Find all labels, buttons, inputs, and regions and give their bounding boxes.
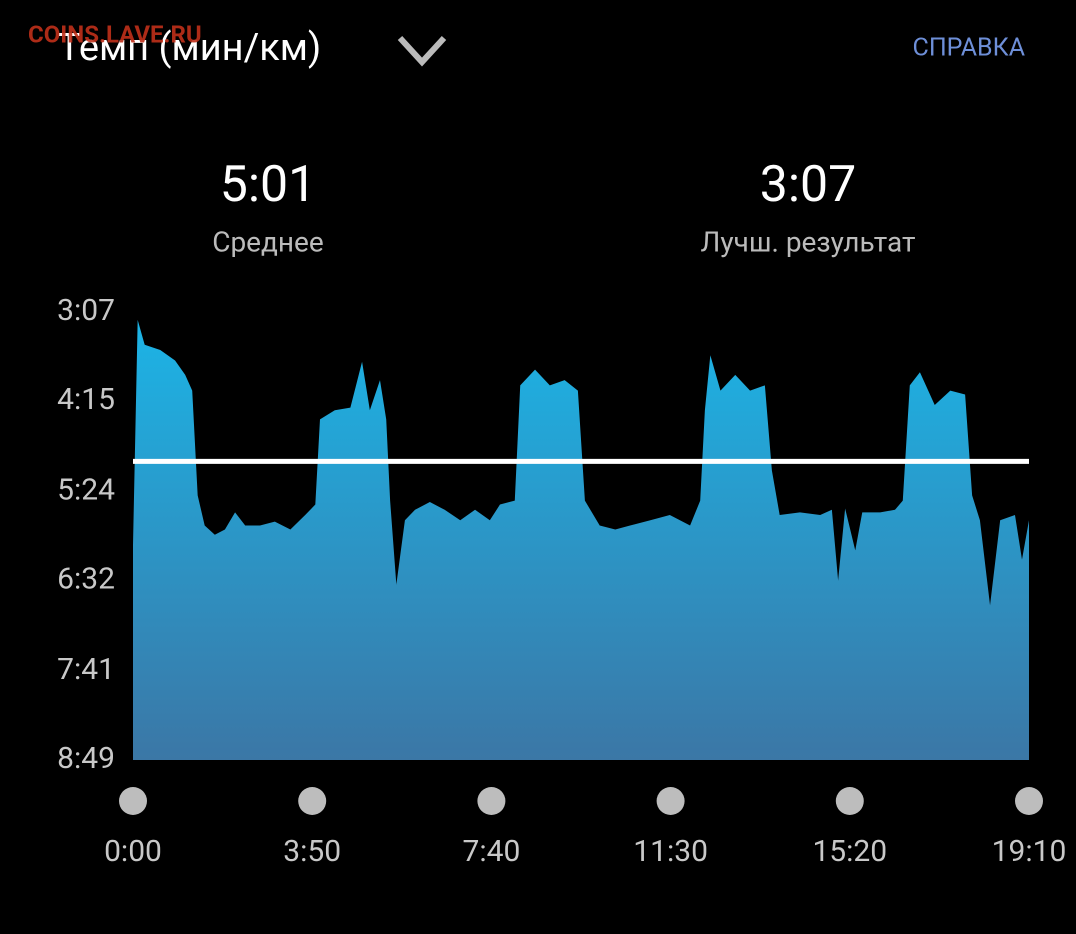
x-tick-dot	[1015, 787, 1043, 815]
x-tick-label: 19:10	[992, 834, 1067, 869]
x-tick-dot	[477, 787, 506, 815]
x-tick-dot	[298, 787, 327, 815]
x-tick-label: 11:30	[633, 834, 708, 869]
x-tick-label: 15:20	[812, 834, 887, 869]
stat-label: Среднее	[212, 225, 324, 258]
dropdown-chevron[interactable]	[397, 35, 447, 67]
y-tick-label: 4:15	[57, 382, 115, 417]
x-tick-dot	[656, 787, 685, 815]
y-tick-label: 5:24	[57, 472, 115, 507]
x-tick-label: 0:00	[104, 834, 162, 869]
stat-value: 5:01	[220, 156, 316, 214]
help-link[interactable]: СПРАВКА	[913, 34, 1025, 63]
stat-label: Лучш. результат	[701, 225, 916, 258]
y-tick-label: 8:49	[57, 741, 115, 776]
x-tick-label: 3:50	[283, 834, 341, 869]
y-tick-label: 7:41	[57, 652, 115, 687]
x-tick-dot	[835, 787, 864, 815]
title: Темп (мин/км)	[58, 26, 321, 70]
pace-area	[133, 319, 1029, 760]
y-tick-label: 3:07	[57, 293, 115, 328]
x-tick-dot	[119, 787, 147, 815]
y-tick-label: 6:32	[57, 561, 115, 596]
stat-value: 3:07	[760, 156, 856, 214]
watermark: COINS.LAVE.RU	[28, 20, 202, 48]
x-tick-label: 7:40	[462, 834, 520, 869]
